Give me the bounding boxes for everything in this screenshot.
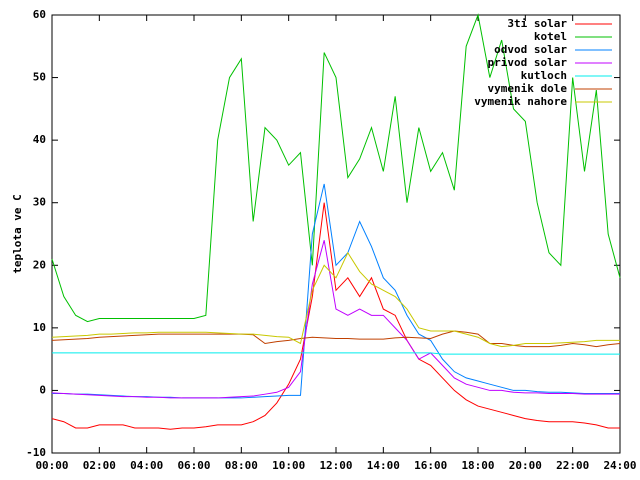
y-tick-label: 20 — [33, 258, 46, 271]
x-tick-label: 14:00 — [367, 459, 400, 472]
x-tick-label: 02:00 — [83, 459, 116, 472]
x-tick-label: 18:00 — [461, 459, 494, 472]
series-line — [52, 183, 620, 399]
x-tick-label: 06:00 — [177, 459, 210, 472]
x-tick-label: 10:00 — [272, 459, 305, 472]
x-tick-label: 12:00 — [319, 459, 352, 472]
series-line — [51, 202, 620, 430]
series-line — [52, 352, 620, 355]
x-tick-label: 24:00 — [603, 459, 636, 472]
y-tick-label: 50 — [33, 71, 46, 84]
legend-label: vymenik dole — [488, 82, 568, 95]
x-tick-label: 08:00 — [225, 459, 258, 472]
series-line — [51, 251, 620, 348]
legend-label: 3ti solar — [507, 17, 567, 30]
y-tick-label: 60 — [33, 8, 46, 21]
y-tick-label: 30 — [33, 196, 46, 209]
x-tick-label: 00:00 — [35, 459, 68, 472]
y-tick-label: 0 — [39, 383, 46, 396]
legend-label: privod solar — [488, 56, 568, 69]
x-tick-label: 04:00 — [130, 459, 163, 472]
series-line — [51, 330, 621, 348]
y-tick-label: 10 — [33, 321, 46, 334]
x-tick-label: 20:00 — [509, 459, 542, 472]
legend-label: kotel — [534, 30, 567, 43]
legend-label: odvod solar — [494, 43, 567, 56]
series-line — [51, 240, 620, 399]
legend-label: kutloch — [521, 69, 567, 82]
x-tick-label: 22:00 — [556, 459, 589, 472]
x-tick-label: 16:00 — [414, 459, 447, 472]
y-tick-label: 40 — [33, 133, 46, 146]
y-tick-label: -10 — [26, 446, 46, 459]
legend-label: vymenik nahore — [474, 95, 567, 108]
series-line — [51, 13, 621, 323]
y-axis-label: teplota ve C — [11, 194, 24, 273]
